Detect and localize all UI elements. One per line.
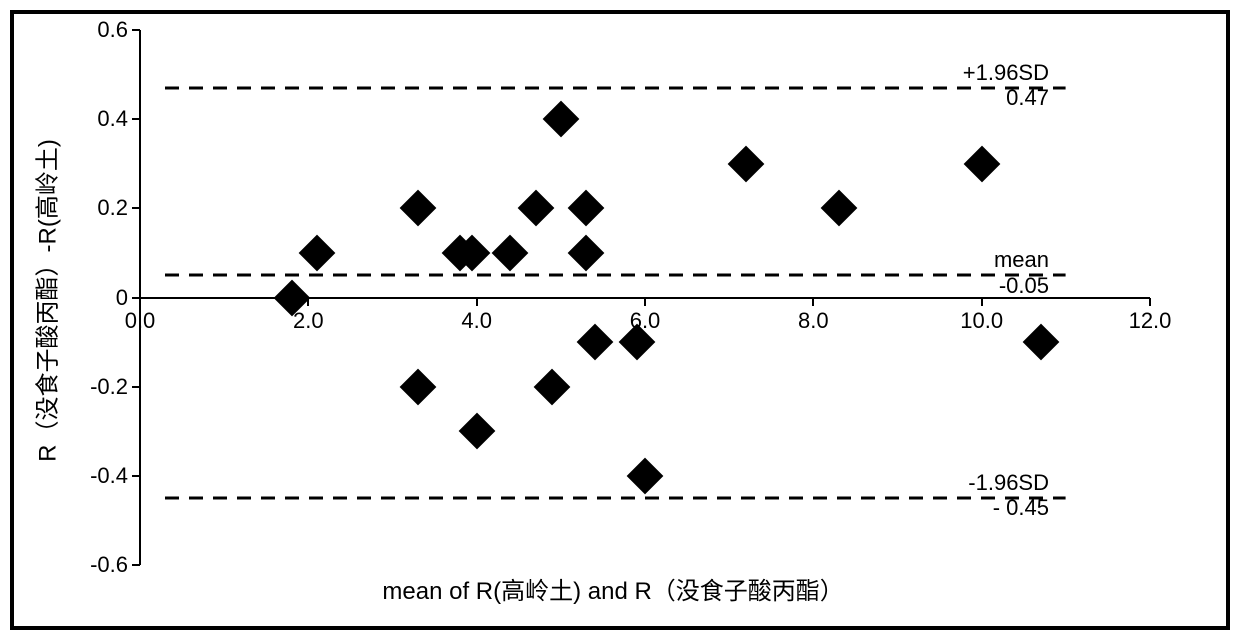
y-tick: [132, 386, 140, 388]
reference-line-label-bottom: - 0.45: [968, 495, 1049, 520]
reference-line-label: mean-0.05: [994, 247, 1049, 298]
reference-line-label-top: -1.96SD: [968, 470, 1049, 495]
x-tick: [476, 298, 478, 306]
y-tick: [132, 29, 140, 31]
chart-container: 0.02.04.06.08.010.012.0-0.6-0.4-0.200.20…: [0, 0, 1240, 640]
y-tick-label: 0: [116, 285, 128, 311]
reference-line-label-top: mean: [994, 247, 1049, 272]
y-tick: [132, 297, 140, 299]
reference-line-label-top: +1.96SD: [963, 60, 1049, 85]
y-tick-label: 0.2: [97, 195, 128, 221]
x-tick: [644, 298, 646, 306]
x-axis-label: mean of R(高岭土) and R（没食子酸丙酯）: [382, 571, 843, 606]
x-tick-label: 6.0: [620, 308, 670, 334]
y-axis-label: R（没食子酸丙酯）-R(高岭土): [28, 100, 63, 500]
reference-line: [165, 272, 1066, 278]
x-tick-label: 4.0: [452, 308, 502, 334]
y-tick: [132, 207, 140, 209]
x-tick: [1149, 298, 1151, 306]
reference-line-label: +1.96SD0.47: [963, 60, 1049, 111]
y-tick-label: 0.4: [97, 106, 128, 132]
y-tick-label: -0.2: [90, 374, 128, 400]
y-tick-label: -0.6: [90, 552, 128, 578]
x-tick: [981, 298, 983, 306]
y-tick-label: -0.4: [90, 463, 128, 489]
y-tick: [132, 564, 140, 566]
x-tick-label: 8.0: [788, 308, 838, 334]
reference-line-label: -1.96SD- 0.45: [968, 470, 1049, 521]
x-tick-label: 12.0: [1125, 308, 1175, 334]
reference-line-label-bottom: -0.05: [994, 273, 1049, 298]
x-tick-label: 10.0: [957, 308, 1007, 334]
x-tick: [139, 298, 141, 306]
reference-line: [165, 495, 1066, 501]
reference-line-label-bottom: 0.47: [963, 85, 1049, 110]
y-tick-label: 0.6: [97, 17, 128, 43]
x-tick-label: 0.0: [115, 308, 165, 334]
reference-line: [165, 85, 1066, 91]
y-tick: [132, 118, 140, 120]
y-tick: [132, 475, 140, 477]
x-tick: [812, 298, 814, 306]
